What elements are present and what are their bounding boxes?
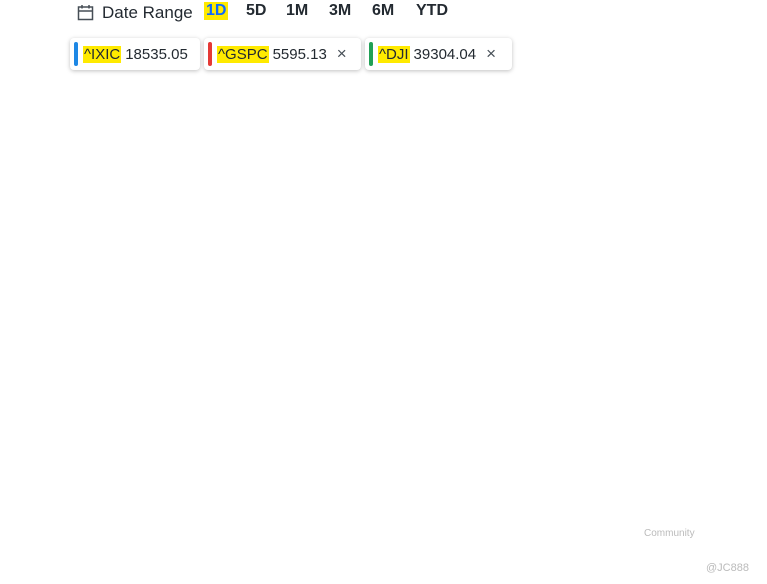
hour-bands [60,30,673,549]
series-lines [58,65,675,492]
y-tick-label: 1.0% [684,135,709,147]
y-tick-label: 1.5% [684,62,709,74]
hour-band [201,30,296,549]
watermark-handle: @JC888 [706,562,749,574]
legend-value: 39304.04 [413,45,477,63]
legend-chip-dji[interactable]: ^DJI 39304.04 × [365,38,512,70]
last-value-box [678,101,713,120]
close-icon[interactable]: × [336,44,347,63]
last-value-label: -0.1% [681,295,710,307]
x-tick-label: 12:00 PM [272,562,319,574]
date-range-label[interactable]: Date Range [102,3,193,22]
range-button-1m[interactable]: 1M [286,2,309,19]
series-line-gspc [58,145,675,324]
series-line-dji [58,65,675,164]
series-color-swatch [208,42,212,66]
watermark: Community [644,528,695,539]
last-value-box [678,291,713,310]
hour-band [390,30,485,549]
calendar-icon[interactable] [77,4,94,21]
series-color-swatch [74,42,78,66]
y-tick-label: -0.5% [684,354,713,366]
x-tick-label: 1:00 PM [370,562,411,574]
hour-band [60,30,108,549]
last-value-box [678,452,713,471]
legend-symbol: ^IXIC [83,45,122,63]
y-tick-label: -1.5% [684,500,713,512]
legend-value: 5595.13 [272,45,327,63]
y-tick-label: -1.0% [684,427,713,439]
legend-symbol: ^DJI [378,45,410,63]
legend-symbol: ^GSPC [217,45,269,63]
range-button-ytd[interactable]: YTD [416,2,448,19]
series-color-swatch [369,42,373,66]
y-axis-ticks: 1.5% 1.0% 0.5% 0.0% -0.5% -1.0% -1.5% [684,62,713,513]
x-tick-label: 11:00 AM [179,562,225,574]
x-axis-ticks: 7/11 11:00 AM 12:00 PM 1:00 PM 2:00 PM 3:00 P… [48,549,681,574]
close-icon[interactable]: × [486,44,497,63]
range-button-3m[interactable]: 3M [329,2,352,19]
x-tick-label: 7/1 [666,562,681,574]
range-button-5d[interactable]: 5D [246,2,267,19]
y-tick-label: 0.5% [684,208,709,220]
series-line-ixic [58,167,675,492]
last-value-label: 1.2% [682,105,707,117]
hour-band [578,30,673,549]
last-value-label: -1.2% [681,456,710,468]
watermark-text: Community [644,528,695,539]
legend-value: 18535.05 [125,45,188,63]
x-tick-label: 3:00 PM [558,562,599,574]
last-value-labels: 1.2% -0.1% -1.2% [678,101,713,471]
legend-chip-gspc[interactable]: ^GSPC 5595.13 × [204,38,361,70]
x-tick-label: 2:00 PM [464,562,505,574]
range-button-6m[interactable]: 6M [372,2,395,19]
legend-chip-ixic[interactable]: ^IXIC 18535.05 [70,38,200,70]
x-tick-label: 7/11 [48,562,69,574]
range-button-1d[interactable]: 1D [204,2,229,20]
y-tick-label: 0.0% [684,281,709,293]
